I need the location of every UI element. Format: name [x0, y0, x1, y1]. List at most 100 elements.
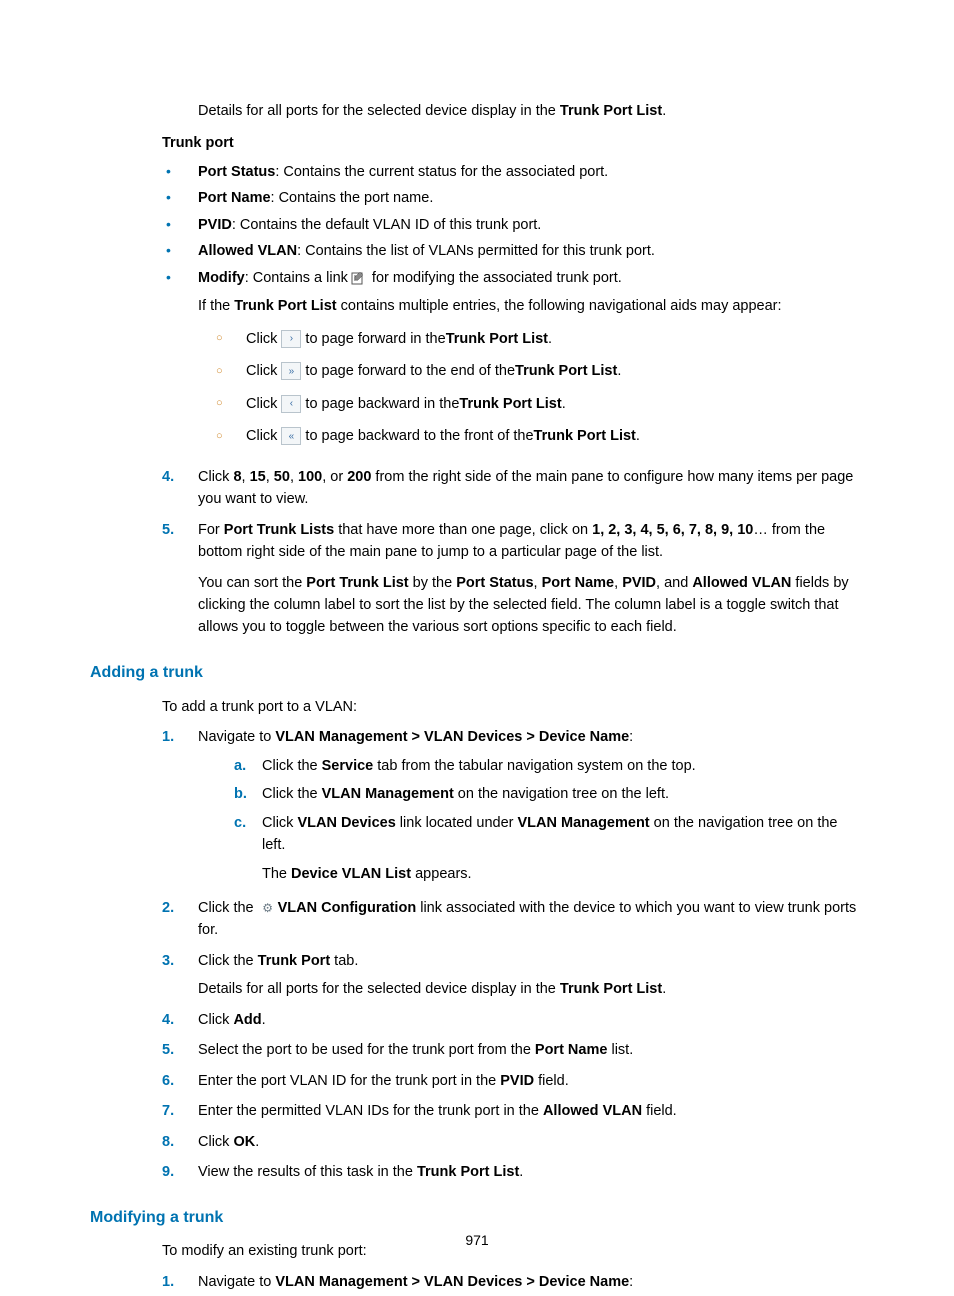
list-item: ○ Click ‹ to page backward in the Trunk …	[216, 393, 864, 415]
circle-icon: ○	[216, 330, 246, 347]
term: Port Name	[198, 190, 271, 206]
step-body: Navigate to VLAN Management > VLAN Devic…	[198, 726, 864, 889]
substep-body: Click the Service tab from the tabular n…	[262, 755, 864, 777]
bullet-icon: •	[162, 267, 198, 289]
text-bold: Trunk Port List	[560, 103, 662, 119]
gear-icon: ⚙	[260, 901, 276, 915]
sort-paragraph: You can sort the Port Trunk List by the …	[198, 572, 864, 639]
text: field.	[534, 1073, 569, 1089]
heading-modifying-trunk: Modifying a trunk	[90, 1206, 864, 1231]
list-item: • PVID: Contains the default VLAN ID of …	[162, 214, 864, 236]
text: link located under	[396, 815, 518, 831]
step-body: Enter the permitted VLAN IDs for the tru…	[198, 1100, 864, 1122]
text: ,	[614, 575, 622, 591]
text-bold: 50	[274, 469, 290, 485]
desc: : Contains the list of VLANs permitted f…	[297, 243, 655, 259]
step-marker: 4.	[162, 1009, 198, 1031]
bullet-icon: •	[162, 161, 198, 183]
step-body: Click the Trunk Port tab. Details for al…	[198, 950, 864, 1001]
text: Click › to page forward in the Trunk Por…	[246, 328, 864, 350]
substep-body: Click the VLAN Management on the navigat…	[262, 783, 864, 805]
text: field.	[642, 1103, 677, 1119]
text: The	[262, 866, 291, 882]
text: For	[198, 522, 224, 538]
text: : Contains a link	[245, 270, 348, 286]
text: to page forward in the	[305, 328, 445, 350]
step-5: 5. For Port Trunk Lists that have more t…	[162, 519, 864, 639]
step-body: Click the ⚙VLAN Configuration link assoc…	[198, 897, 864, 942]
text-bold: VLAN Management	[322, 786, 454, 802]
text: You can sort the	[198, 575, 306, 591]
step-marker: 6.	[162, 1070, 198, 1092]
text-bold: Add	[233, 1012, 261, 1028]
circle-icon: ○	[216, 428, 246, 445]
text: Click	[198, 1134, 233, 1150]
circle-icon: ○	[216, 395, 246, 412]
text-bold: VLAN Configuration	[278, 900, 417, 916]
list-item: ○ Click « to page backward to the front …	[216, 425, 864, 447]
text: Details for all ports for the selected d…	[198, 981, 560, 997]
text: list.	[607, 1042, 633, 1058]
list-item: • Port Name: Contains the port name.	[162, 187, 864, 209]
text: ,	[534, 575, 542, 591]
text: to page forward to the end of the	[305, 360, 515, 382]
substep-marker: a.	[234, 755, 262, 777]
text-bold: Trunk Port List	[515, 360, 617, 382]
text: Allowed VLAN: Contains the list of VLANs…	[198, 240, 864, 262]
text: Click	[246, 360, 277, 382]
page-last-icon: »	[281, 362, 301, 380]
text: Click « to page backward to the front of…	[246, 425, 864, 447]
mod-step-1: 1. Navigate to VLAN Management > VLAN De…	[162, 1271, 864, 1293]
desc: : Contains the port name.	[271, 190, 434, 206]
trunk-port-label: Trunk port	[162, 132, 864, 154]
text-bold: Service	[322, 758, 374, 774]
text: View the results of this task in the	[198, 1164, 417, 1180]
text: Select the port to be used for the trunk…	[198, 1042, 535, 1058]
intro-text: To add a trunk port to a VLAN:	[162, 696, 864, 718]
text: Click	[246, 425, 277, 447]
substep-marker: c.	[234, 812, 262, 885]
text-bold: 8	[233, 469, 241, 485]
step-marker: 1.	[162, 1271, 198, 1293]
text: Click	[262, 815, 297, 831]
step-body: Select the port to be used for the trunk…	[198, 1039, 864, 1061]
add-step-2: 2. Click the ⚙VLAN Configuration link as…	[162, 897, 864, 942]
text: Click the	[262, 786, 322, 802]
text: Enter the port VLAN ID for the trunk por…	[198, 1073, 500, 1089]
text: that have more than one page, click on	[334, 522, 592, 538]
step-marker: 1.	[162, 726, 198, 889]
text-bold: Trunk Port List	[446, 328, 548, 350]
text-bold: Trunk Port List	[417, 1164, 519, 1180]
substep-b: b. Click the VLAN Management on the navi…	[234, 783, 864, 805]
text: to page backward to the front of the	[305, 425, 533, 447]
text: PVID: Contains the default VLAN ID of th…	[198, 214, 864, 236]
add-step-5: 5. Select the port to be used for the tr…	[162, 1039, 864, 1061]
page-next-icon: ›	[281, 330, 301, 348]
step-body: View the results of this task in the Tru…	[198, 1161, 864, 1183]
text: Enter the permitted VLAN IDs for the tru…	[198, 1103, 543, 1119]
bullet-icon: •	[162, 240, 198, 262]
page: Details for all ports for the selected d…	[0, 0, 954, 1296]
term: PVID	[198, 217, 232, 233]
step-4: 4. Click 8, 15, 50, 100, or 200 from the…	[162, 466, 864, 511]
term: Allowed VLAN	[198, 243, 297, 259]
text: :	[629, 729, 633, 745]
text-bold: 100	[298, 469, 322, 485]
step-marker: 5.	[162, 1039, 198, 1061]
step-marker: 8.	[162, 1131, 198, 1153]
text: Port Name: Contains the port name.	[198, 187, 864, 209]
text: .	[262, 1012, 266, 1028]
desc: : Contains the current status for the as…	[275, 164, 608, 180]
text-bold: Port Trunk List	[306, 575, 408, 591]
term: Modify	[198, 270, 245, 286]
text-bold: PVID	[500, 1073, 534, 1089]
step-marker: 2.	[162, 897, 198, 942]
step-body: Click 8, 15, 50, 100, or 200 from the ri…	[198, 466, 864, 511]
step-marker: 9.	[162, 1161, 198, 1183]
circle-icon: ○	[216, 363, 246, 380]
text: tab.	[330, 953, 358, 969]
text: , and	[656, 575, 692, 591]
bullet-icon: •	[162, 214, 198, 236]
term: Port Status	[198, 164, 275, 180]
result-text: Details for all ports for the selected d…	[198, 978, 864, 1000]
